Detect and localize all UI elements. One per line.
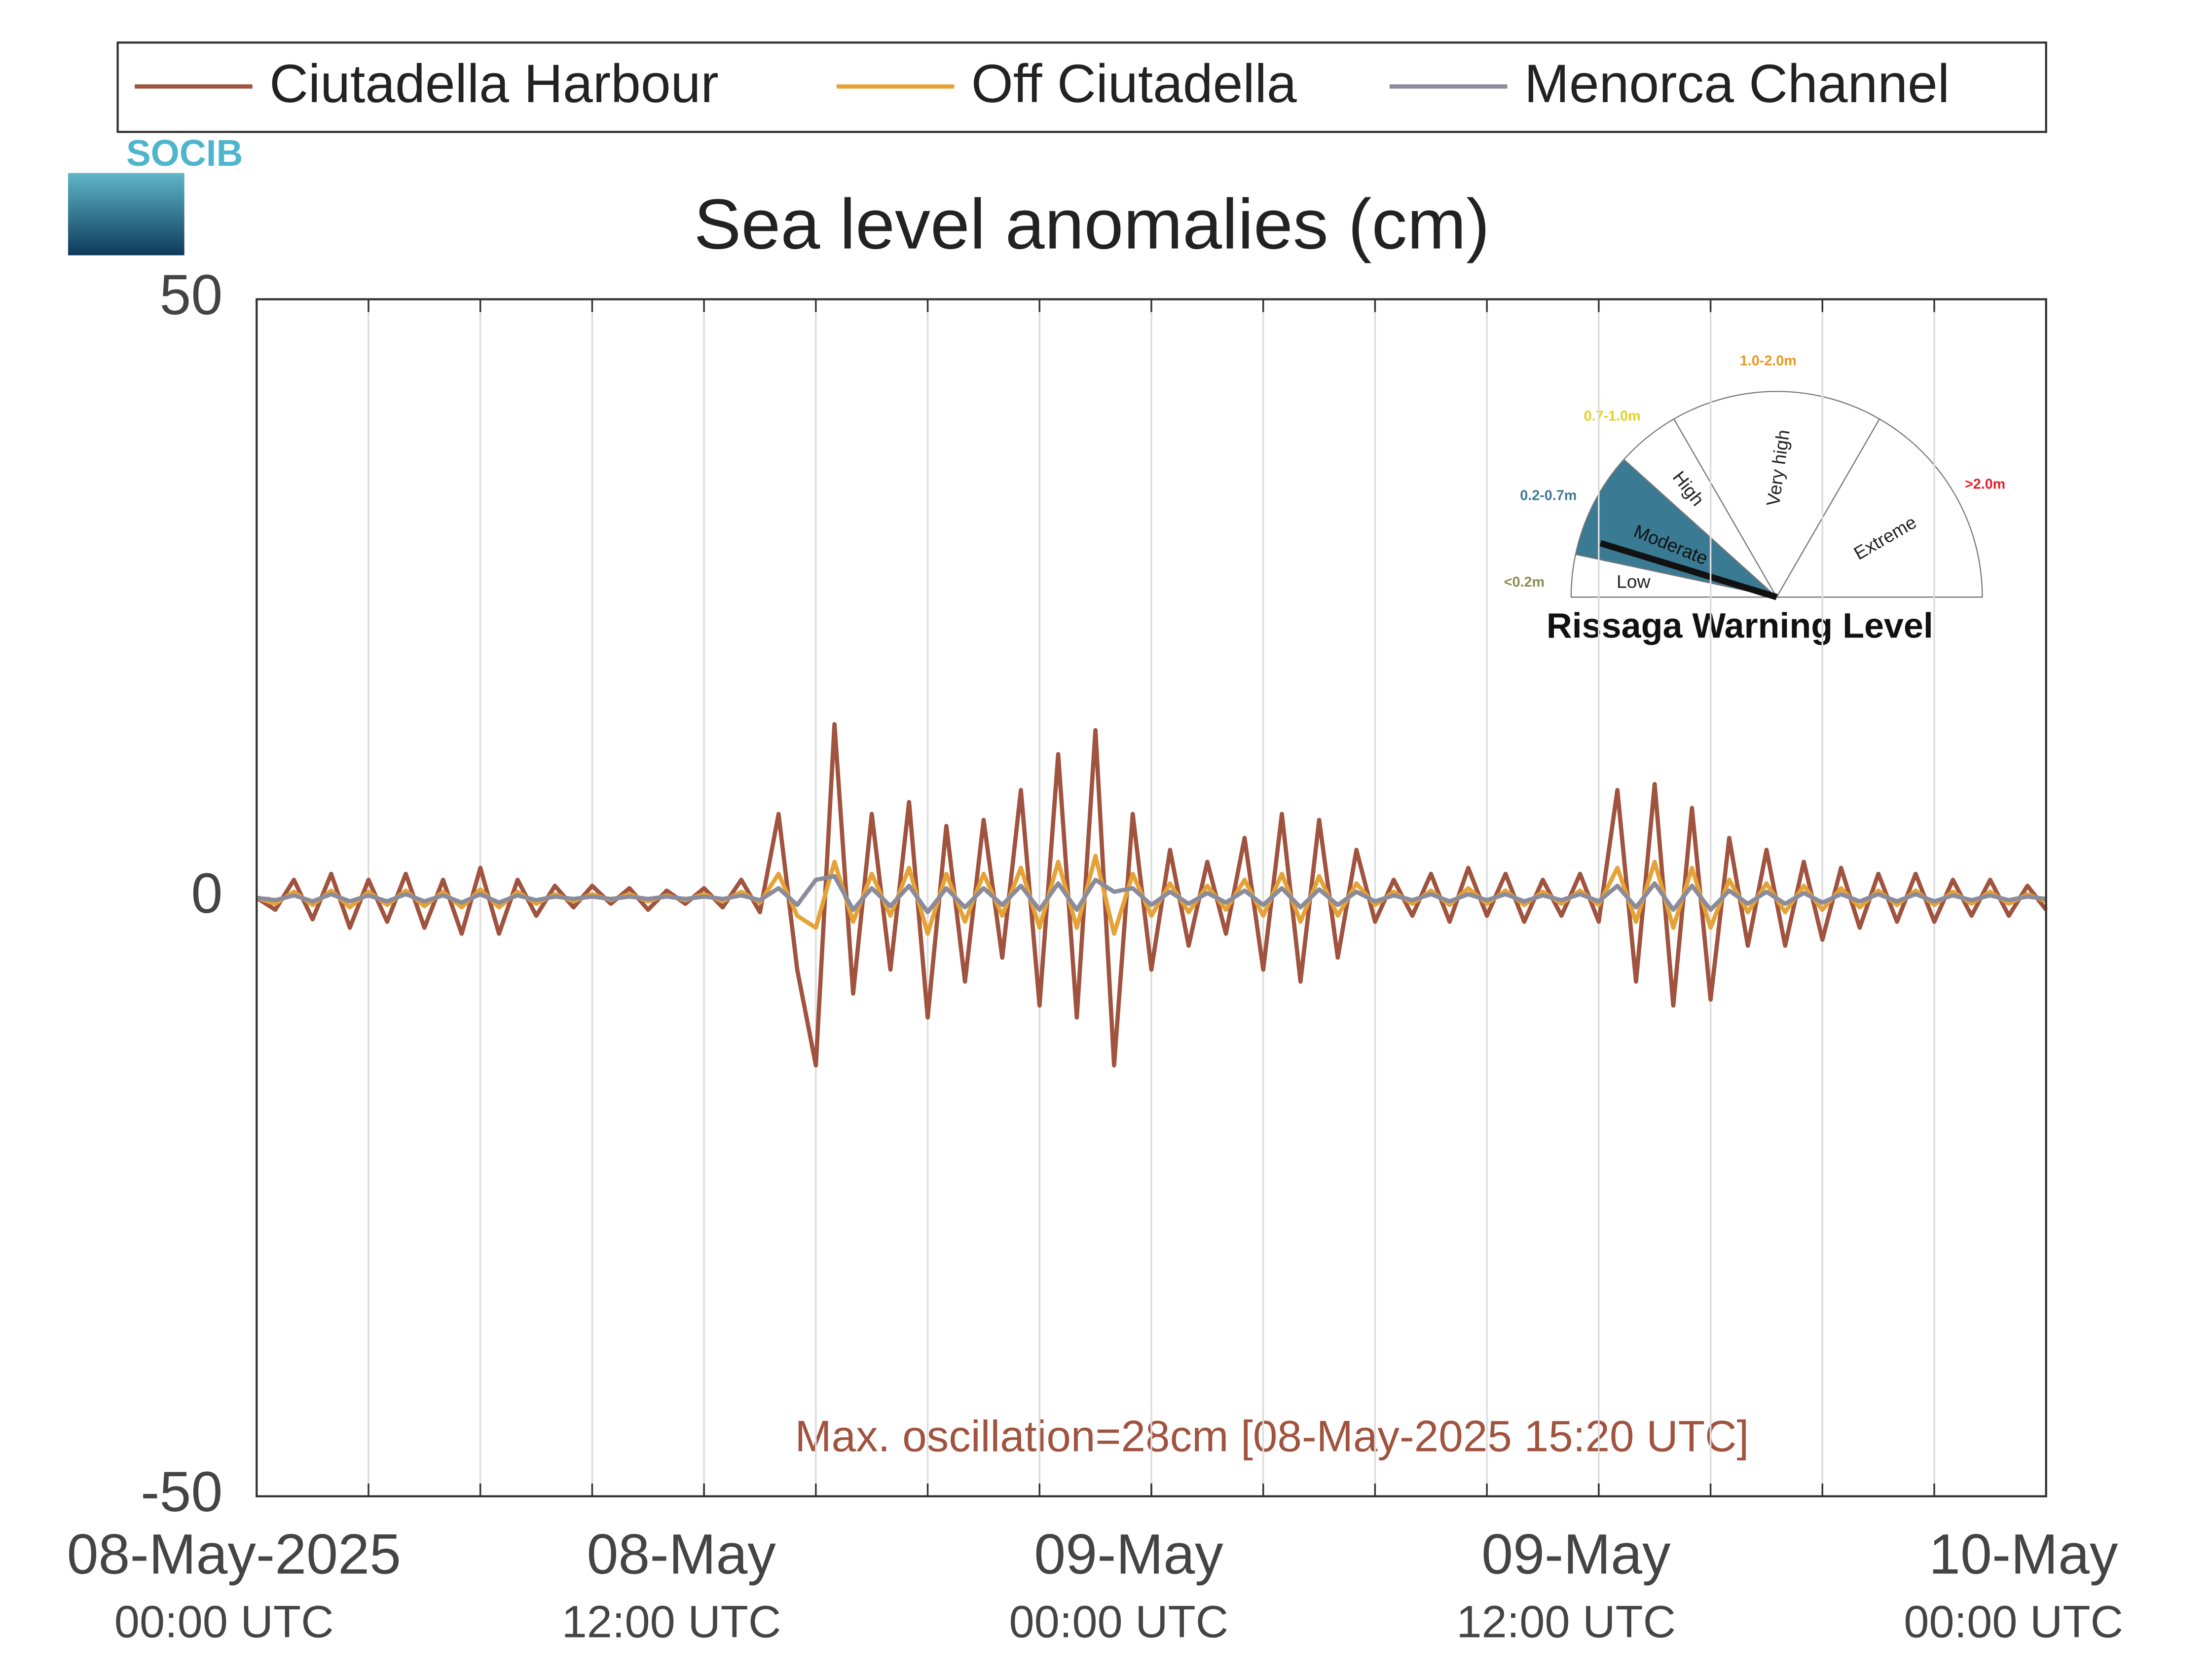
y-tick-label: -50 (141, 1460, 222, 1524)
gauge-sector (1775, 418, 1983, 598)
level-name: Low (1617, 571, 1651, 592)
level-range: <0.2m (1504, 574, 1545, 590)
plot-frame (256, 298, 2047, 1497)
x-tick-label: 09-May (1034, 1523, 1223, 1586)
x-tick-label: 08-May-2025 (67, 1523, 401, 1586)
gauge-needle (1599, 540, 1778, 600)
y-tick-label: 0 (191, 862, 222, 925)
data-line (256, 874, 2047, 915)
x-tick-label: 00:00 UTC (1904, 1597, 2123, 1647)
x-tick-label: 10-May (1929, 1523, 2118, 1586)
gauge-sector (1673, 391, 1880, 598)
legend-box (116, 41, 2047, 133)
y-tick-label: 50 (159, 263, 222, 327)
inset-title: Rissaga Warning Level (1547, 606, 1933, 645)
chart-title: Sea level anomalies (cm) (694, 185, 1490, 264)
level-range: 0.7-1.0m (1584, 409, 1641, 424)
x-tick-label: 12:00 UTC (562, 1597, 781, 1647)
x-tick-label: 08-May (587, 1523, 776, 1586)
legend-label: Off Ciutadella (971, 54, 1297, 114)
x-tick-label: 00:00 UTC (114, 1597, 334, 1647)
x-tick-label: 09-May (1481, 1523, 1671, 1586)
x-tick-label: 00:00 UTC (1009, 1597, 1229, 1647)
legend-label: Menorca Channel (1524, 54, 1950, 114)
gauge-sector (1575, 458, 1779, 598)
level-range: >2.0m (1965, 477, 2005, 492)
logo-image (68, 173, 184, 256)
level-range: 0.2-0.7m (1520, 488, 1577, 504)
data-line (256, 854, 2047, 936)
data-line (255, 722, 2048, 1068)
logo-text: SOCIB (126, 132, 243, 174)
legend-label: Ciutadella Harbour (269, 54, 719, 114)
level-range: 1.0-2.0m (1740, 353, 1797, 369)
annotation: Max. oscillation=28cm [08-May-2025 15:20… (795, 1411, 1749, 1460)
x-tick-label: 12:00 UTC (1456, 1597, 1676, 1647)
